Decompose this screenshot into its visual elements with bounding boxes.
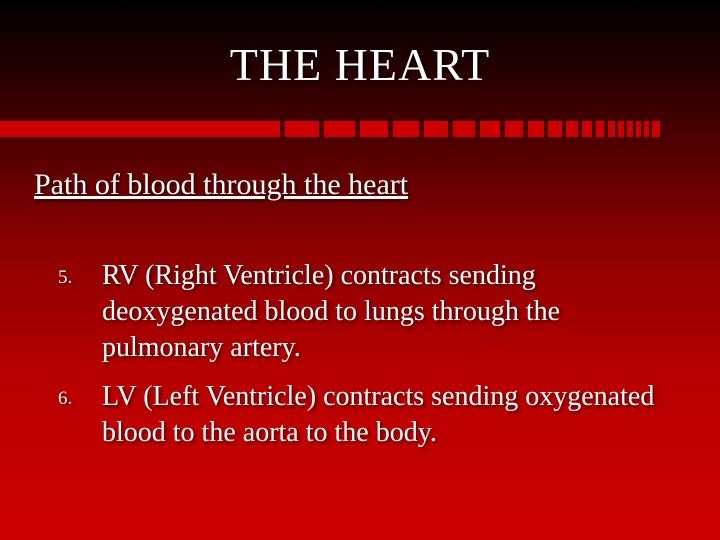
decorative-tick-bar [0, 118, 720, 140]
list-text: RV (Right Ventricle) contracts sending d… [102, 258, 670, 365]
list-number: 5. [58, 258, 102, 365]
content-list: 5. RV (Right Ventricle) contracts sendin… [58, 258, 670, 465]
list-item: 5. RV (Right Ventricle) contracts sendin… [58, 258, 670, 365]
slide-title: THE HEART [0, 38, 720, 91]
list-item: 6. LV (Left Ventricle) contracts sending… [58, 379, 670, 451]
slide-subtitle: Path of blood through the heart [34, 168, 408, 202]
list-text: LV (Left Ventricle) contracts sending ox… [102, 379, 670, 451]
list-number: 6. [58, 379, 102, 451]
